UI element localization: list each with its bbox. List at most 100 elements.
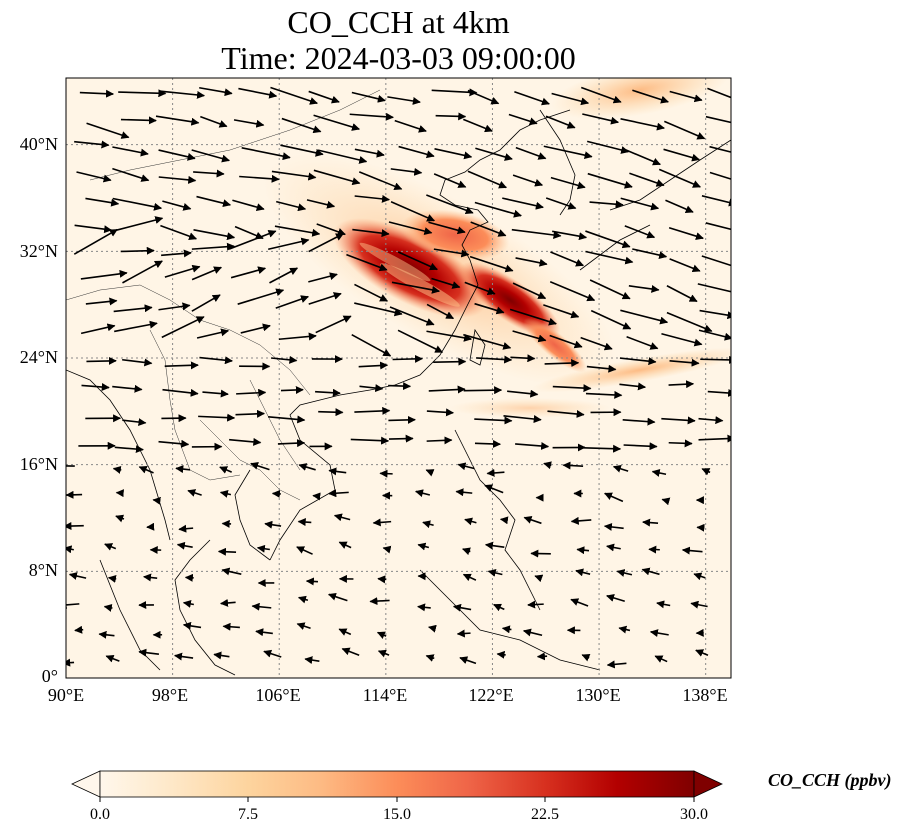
wind-arrow bbox=[649, 629, 669, 637]
wind-arrow bbox=[501, 625, 512, 634]
wind-arrow bbox=[705, 115, 731, 124]
wind-arrow bbox=[222, 622, 240, 631]
wind-arrow bbox=[120, 246, 155, 255]
wind-arrow bbox=[232, 199, 265, 212]
wind-arrow bbox=[263, 649, 282, 658]
wind-arrow bbox=[354, 302, 403, 317]
wind-arrow bbox=[512, 174, 544, 187]
wind-arrow bbox=[74, 140, 110, 149]
wind-arrow bbox=[79, 89, 115, 98]
wind-arrow bbox=[193, 169, 225, 178]
wind-arrow bbox=[510, 354, 536, 363]
wind-arrow bbox=[304, 656, 320, 665]
wind-arrow bbox=[313, 169, 361, 186]
wind-arrow bbox=[269, 267, 299, 284]
wind-arrow bbox=[547, 410, 585, 419]
wind-arrow bbox=[297, 518, 312, 527]
wind-arrow bbox=[219, 489, 232, 498]
wind-arrow bbox=[202, 389, 229, 398]
wind-arrow bbox=[545, 115, 576, 129]
wind-arrow bbox=[233, 119, 265, 128]
wind-arrow bbox=[698, 434, 731, 443]
wind-arrow bbox=[648, 545, 660, 554]
lat-tick-label: 24°N bbox=[19, 347, 58, 367]
colorbar-tick-label: 22.5 bbox=[531, 806, 559, 823]
wind-arrow bbox=[358, 171, 403, 191]
wind-arrow bbox=[426, 330, 473, 342]
wind-arrow bbox=[431, 88, 478, 97]
wind-arrow bbox=[68, 572, 87, 580]
wind-arrow bbox=[476, 355, 513, 364]
wind-arrow bbox=[580, 86, 622, 104]
wind-arrow bbox=[221, 567, 242, 576]
wind-arrow bbox=[701, 468, 711, 476]
wind-arrow bbox=[693, 572, 706, 581]
wind-arrow bbox=[239, 174, 280, 183]
wind-arrow bbox=[182, 599, 194, 608]
wind-arrow bbox=[237, 288, 285, 305]
wind-arrow bbox=[512, 330, 547, 343]
wind-arrow bbox=[308, 292, 342, 305]
wind-arrow bbox=[268, 415, 306, 424]
wind-arrow bbox=[234, 225, 264, 240]
wind-arrow bbox=[434, 148, 473, 160]
wind-arrow bbox=[158, 439, 190, 448]
wind-arrow bbox=[462, 118, 493, 133]
lon-tick-label: 98°E bbox=[151, 685, 189, 705]
wind-arrow bbox=[464, 281, 496, 296]
wind-arrow bbox=[191, 294, 221, 312]
wind-arrow bbox=[338, 628, 352, 636]
wind-arrow bbox=[351, 91, 386, 103]
lon-tick-label: 106°E bbox=[255, 685, 301, 705]
wind-arrow bbox=[158, 175, 197, 184]
wind-arrow bbox=[452, 603, 472, 612]
wind-arrow bbox=[661, 416, 696, 425]
wind-arrow bbox=[707, 87, 731, 99]
wind-arrow bbox=[354, 194, 390, 203]
wind-arrow bbox=[417, 603, 431, 612]
wind-arrow bbox=[354, 148, 385, 158]
wind-arrow bbox=[463, 333, 512, 350]
wind-arrow bbox=[435, 112, 467, 121]
gridlines bbox=[66, 78, 731, 678]
wind-arrow bbox=[113, 304, 153, 313]
wind-arrow bbox=[328, 467, 347, 476]
wind-arrow bbox=[317, 149, 368, 164]
wind-arrow bbox=[164, 264, 201, 278]
lat-tick-label: 8°N bbox=[28, 560, 58, 580]
wind-arrow bbox=[426, 303, 455, 320]
colorbar-tick-label: 0.0 bbox=[90, 806, 110, 823]
wind-arrow bbox=[275, 295, 309, 309]
wind-arrow bbox=[512, 282, 547, 300]
chart-title-line-2: Time: 2024-03-03 09:00:00 bbox=[221, 40, 576, 76]
wind-arrow bbox=[493, 603, 505, 612]
wind-arrow bbox=[250, 462, 270, 471]
wind-arrow bbox=[230, 266, 267, 279]
wind-arrow bbox=[433, 357, 467, 366]
wind-arrow bbox=[161, 249, 192, 258]
wind-arrow bbox=[193, 229, 236, 241]
wind-arrow bbox=[620, 117, 665, 131]
wind-arrow bbox=[681, 546, 703, 555]
wind-arrow bbox=[397, 329, 444, 353]
wind-arrow bbox=[527, 600, 544, 609]
wind-arrow bbox=[200, 115, 228, 128]
wind-arrow bbox=[298, 463, 316, 471]
wind-arrow bbox=[174, 652, 194, 661]
wind-arrow bbox=[456, 629, 471, 638]
wind-arrow bbox=[459, 656, 477, 665]
wind-arrow bbox=[388, 415, 416, 424]
wind-arrow bbox=[199, 86, 233, 97]
wind-arrow bbox=[507, 389, 539, 398]
wind-arrow bbox=[107, 574, 117, 583]
wind-arrow bbox=[484, 541, 505, 550]
lon-tick-label: 138°E bbox=[682, 685, 728, 705]
wind-arrow bbox=[114, 320, 158, 333]
wind-arrow bbox=[105, 654, 120, 663]
wind-arrow bbox=[534, 574, 544, 583]
wind-arrow bbox=[545, 197, 577, 210]
wind-arrow bbox=[219, 466, 232, 474]
wind-arrow bbox=[550, 251, 584, 267]
wind-arrow bbox=[264, 520, 282, 529]
wind-arrow bbox=[422, 520, 434, 529]
